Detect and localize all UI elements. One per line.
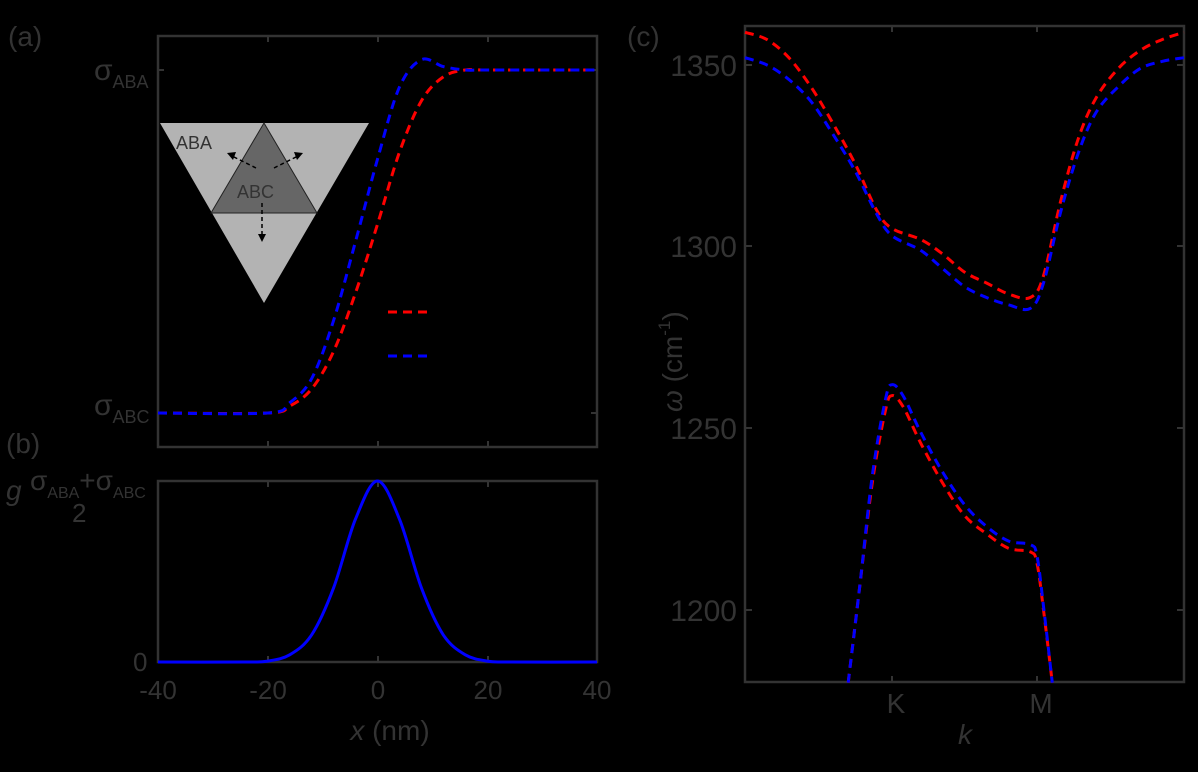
ytick: 1350 xyxy=(670,50,737,83)
panel-a-red-curve xyxy=(157,68,597,415)
xtick: -20 xyxy=(249,675,287,705)
panel-b-label: (b) xyxy=(6,428,40,459)
xtick-M: M xyxy=(1029,688,1052,719)
stacking-domain-inset: ABA ABC xyxy=(160,122,369,303)
panel-c-blue-upper-branch xyxy=(744,56,1185,312)
panel-a-ticks xyxy=(158,36,597,447)
panel-b-gaussian-curve xyxy=(157,479,598,664)
panel-c-red-upper-branch xyxy=(744,30,1185,301)
panel-c-frame xyxy=(743,24,1186,684)
panel-a: σABA σABC ABA ABC xyxy=(94,34,599,449)
ytick-denominator: 2 xyxy=(72,498,86,528)
panel-a-blue-curve xyxy=(157,57,597,416)
panel-c: 1350 1300 1250 1200 ω (cm-1) K M k xyxy=(655,24,1186,750)
xtick: -40 xyxy=(139,675,177,705)
panel-b-ticks xyxy=(267,481,489,662)
ytick: 1300 xyxy=(670,231,737,264)
xtick: 40 xyxy=(583,675,612,705)
panel-a-legend xyxy=(388,310,428,358)
panel-a-frame xyxy=(156,34,599,449)
inset-aba-label: ABA xyxy=(176,133,212,153)
panel-c-ticks xyxy=(745,26,1184,682)
panel-c-xlabel: k xyxy=(958,719,974,750)
panel-c-ylabel: ω (cm-1) xyxy=(655,311,688,412)
panel-b-xticks: -40 -20 0 20 40 xyxy=(139,675,611,705)
inset-abc-label: ABC xyxy=(237,182,274,202)
panel-b-xlabel: x (nm) xyxy=(348,715,429,746)
xtick: 20 xyxy=(474,675,503,705)
ytick: 1200 xyxy=(670,595,737,628)
ytick-sigma-abc: σABC xyxy=(94,389,150,427)
ytick: 1250 xyxy=(670,413,737,446)
xtick: 0 xyxy=(371,675,385,705)
abc-region xyxy=(210,122,318,214)
panel-c-blue-lower-branch xyxy=(846,383,1054,683)
ytick-sigma-aba: σABA xyxy=(94,54,149,92)
panel-b-frame xyxy=(156,479,599,664)
ytick-zero: 0 xyxy=(133,647,147,677)
panel-c-label: (c) xyxy=(627,21,660,52)
ylabel-g: g xyxy=(6,475,22,506)
expansion-arrows xyxy=(231,155,299,236)
ytick-mean-sigma: σABA+σABC xyxy=(30,465,146,502)
panel-c-yticks: 1350 1300 1250 1200 xyxy=(670,50,737,628)
xtick-K: K xyxy=(887,688,906,719)
arrow-heads-icon xyxy=(227,152,303,242)
panel-b: g σABA+σABC 2 0 -40 -20 0 20 40 x (nm) xyxy=(6,465,611,746)
panel-a-label: (a) xyxy=(8,21,42,52)
